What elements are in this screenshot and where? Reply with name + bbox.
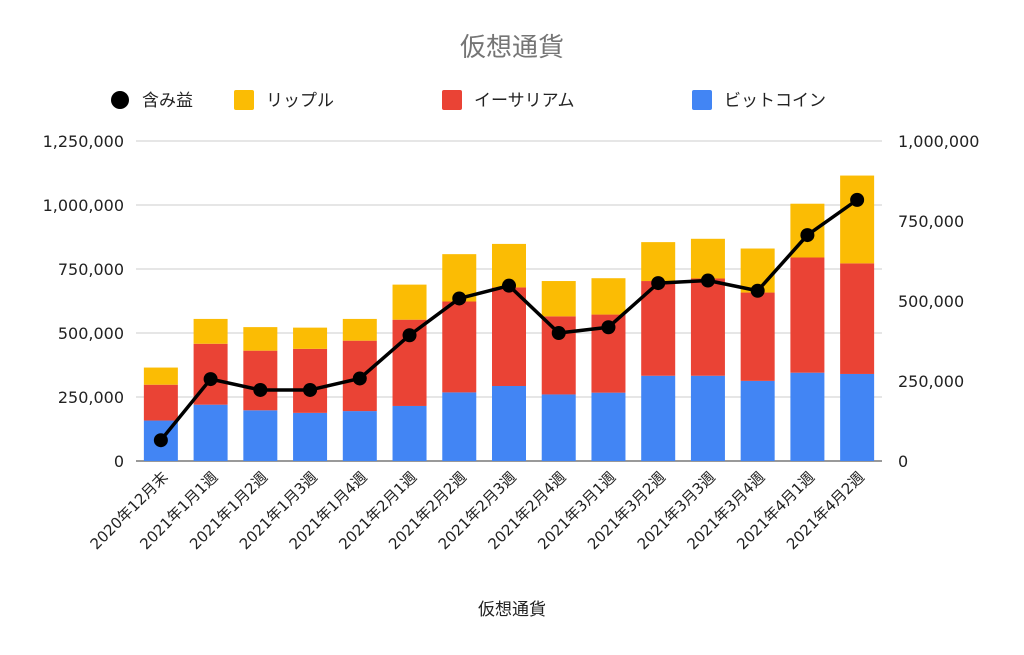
x-axis-title: 仮想通貨	[478, 600, 546, 620]
profit-point	[452, 291, 467, 306]
bar-segment	[342, 411, 377, 461]
bar-segment	[243, 350, 278, 411]
bar-segment	[541, 394, 576, 461]
bar-segment	[243, 410, 278, 461]
bar-segment	[193, 318, 228, 344]
bar-segment	[840, 373, 875, 461]
bar-segment	[293, 327, 328, 349]
legend-marker-icon	[111, 91, 129, 109]
bar-segment	[541, 281, 576, 317]
profit-point	[700, 273, 715, 288]
profit-point	[352, 371, 367, 386]
bar-segment	[442, 301, 477, 393]
profit-point	[303, 382, 318, 397]
legend-label: ビットコイン	[724, 91, 826, 111]
bar-segment	[342, 318, 377, 341]
right-tick-label: 250,000	[898, 372, 964, 391]
left-tick-label: 1,000,000	[43, 196, 124, 215]
right-tick-label: 1,000,000	[898, 132, 979, 151]
legend-swatch-icon	[442, 90, 462, 110]
bar-segment	[690, 238, 725, 279]
bar-segment	[442, 392, 477, 461]
profit-point	[750, 283, 765, 298]
left-tick-label: 750,000	[58, 260, 124, 279]
bar-segment	[790, 257, 825, 373]
bar-segment	[492, 287, 526, 386]
legend-label: イーサリアム	[474, 91, 574, 111]
x-axis: 2020年12月末2021年1月1週2021年1月2週2021年1月3週2021…	[87, 468, 868, 553]
left-tick-label: 500,000	[58, 324, 124, 343]
bar-segment	[293, 348, 328, 413]
left-y-axis: 0 250,000 500,000 750,000 1,000,000 1,250,000	[43, 132, 124, 471]
profit-point	[203, 372, 218, 387]
right-y-axis: 0 250,000 500,000 750,000 1,000,000	[898, 132, 979, 471]
profit-point	[253, 382, 268, 397]
profit-point	[601, 320, 616, 335]
right-tick-label: 500,000	[898, 292, 964, 311]
legend-swatch-icon	[692, 90, 712, 110]
bar-segment	[740, 292, 775, 381]
left-tick-label: 250,000	[58, 388, 124, 407]
legend-item: リップル	[234, 90, 334, 111]
profit-line	[153, 192, 865, 448]
bar-segment	[392, 405, 427, 461]
bar-segment	[492, 385, 526, 461]
profit-point	[850, 192, 865, 207]
right-tick-label: 750,000	[898, 212, 964, 231]
bar-segment	[591, 278, 626, 315]
profit-point	[402, 328, 417, 343]
profit-point	[502, 278, 516, 293]
profit-point	[153, 433, 168, 448]
bar-segment	[641, 281, 676, 376]
bar-segment	[641, 242, 676, 282]
left-tick-label: 0	[114, 452, 124, 471]
bars	[143, 175, 875, 461]
bar-segment	[243, 327, 278, 351]
bar-segment	[690, 278, 725, 376]
left-tick-label: 1,250,000	[43, 132, 124, 151]
bar-segment	[591, 392, 626, 461]
bar-segment	[840, 263, 875, 374]
bar-segment	[790, 372, 825, 461]
right-tick-label: 0	[898, 452, 908, 471]
bar-segment	[193, 404, 228, 461]
legend-item: ビットコイン	[692, 90, 826, 111]
legend-label: リップル	[266, 91, 334, 111]
legend-swatch-icon	[234, 90, 254, 110]
profit-point	[651, 276, 666, 291]
legend-item: 含み益	[111, 91, 193, 111]
bar-segment	[641, 375, 676, 461]
bar-segment	[840, 175, 875, 264]
bar-segment	[293, 412, 328, 461]
legend-item: イーサリアム	[442, 90, 574, 111]
chart-title: 仮想通貨	[460, 33, 564, 63]
profit-point	[551, 326, 566, 340]
bar-segment	[740, 380, 775, 461]
bar-segment	[690, 375, 725, 461]
legend: 含み益 リップル イーサリアム ビットコイン	[111, 90, 826, 111]
bar-segment	[392, 284, 427, 320]
legend-label: 含み益	[142, 91, 193, 111]
profit-point	[800, 228, 815, 243]
bar-segment	[143, 384, 178, 421]
bar-segment	[143, 367, 178, 385]
